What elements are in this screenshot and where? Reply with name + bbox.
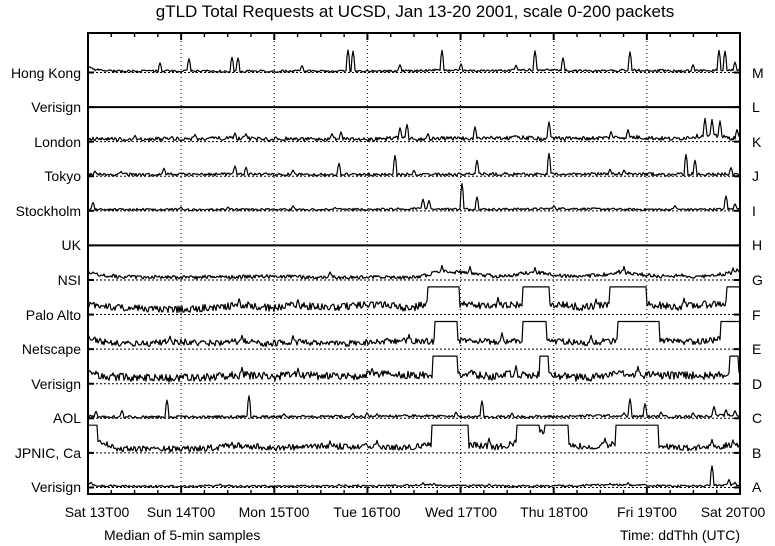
row-label-i: Stockholm [15,203,81,219]
footnote-time-format: Time: ddThh (UTC) [619,527,740,543]
footnote-samples: Median of 5-min samples [104,527,261,543]
row-letter-j: J [752,168,759,184]
row-label-c: AOL [52,410,81,426]
row-letter-a: A [752,479,762,495]
row-label-a: Verisign [31,479,81,495]
trace-j [87,152,741,177]
trace-f [87,286,740,315]
trace-b [87,424,741,453]
row-letter-l: L [752,99,760,115]
row-label-g: NSI [57,272,81,288]
row-letter-h: H [752,237,763,253]
row-label-f: Palo Alto [25,307,81,323]
row-label-k: London [34,134,81,150]
row-letter-f: F [752,307,761,323]
trace-d [87,355,740,384]
row-letter-g: G [752,272,763,288]
trace-k [87,117,741,142]
chart-title: gTLD Total Requests at UCSD, Jan 13-20 2… [155,2,675,21]
x-tick-label-4: Wed 17T00 [424,504,498,520]
row-letter-i: I [752,203,756,219]
row-label-e: Netscape [21,341,81,357]
x-tick-label-5: Thu 18T00 [520,504,588,520]
x-tick-label-6: Fri 19T00 [617,504,677,520]
row-letter-m: M [752,65,764,81]
row-label-d: Verisign [31,376,81,392]
trace-m [87,49,741,73]
row-letter-c: C [752,410,763,426]
row-letter-b: B [752,445,762,461]
x-tick-label-7: Sat 20T00 [700,504,766,520]
row-letter-e: E [752,341,762,357]
row-label-h: UK [61,237,81,253]
row-label-b: JPNIC, Ca [14,445,81,461]
trace-e [87,320,740,350]
x-tick-label-0: Sat 13T00 [64,504,130,520]
row-letter-k: K [752,134,762,150]
trace-c [87,395,740,419]
x-tick-label-2: Mon 15T00 [238,504,310,520]
trace-i [87,182,741,212]
trace-a [87,465,741,488]
row-label-l: Verisign [31,99,81,115]
row-label-j: Tokyo [44,168,81,184]
x-tick-label-1: Sun 14T00 [146,504,216,520]
x-tick-label-3: Tue 16T00 [333,504,401,520]
trace-g [87,264,741,280]
row-letter-d: D [752,376,763,392]
row-label-m: Hong Kong [10,65,81,81]
